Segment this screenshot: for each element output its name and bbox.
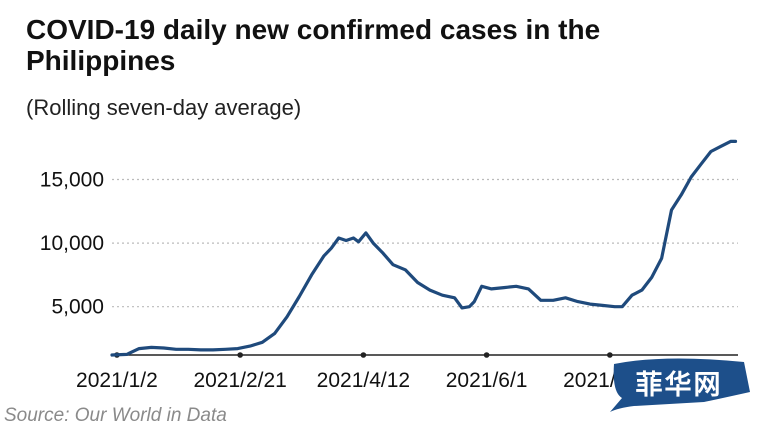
series-line <box>110 139 738 357</box>
y-tick-label: 10,000 <box>40 232 104 255</box>
chart-subtitle: (Rolling seven-day average) <box>26 95 302 120</box>
watermark-text: 菲华网 <box>635 369 723 401</box>
source-note: Source: Our World in Data <box>4 405 227 426</box>
x-tick-label: 2021/6/1 <box>446 369 528 392</box>
x-tick-label: 2021/2/21 <box>193 369 286 392</box>
chart-title: COVID-19 daily new confirmed cases in th… <box>26 14 601 76</box>
x-tick-mark <box>483 352 490 358</box>
x-tick-mark <box>607 352 613 358</box>
y-tick-label: 5,000 <box>51 296 104 319</box>
y-tick-label: 15,000 <box>40 169 104 192</box>
watermark-badge-icon <box>610 358 750 412</box>
x-tick-mark <box>237 352 243 358</box>
x-tick-mark <box>360 352 367 358</box>
watermark-logo: 菲华网 <box>604 352 754 412</box>
x-tick-label: 2021/1/2 <box>76 369 158 392</box>
x-tick-label: 2021/4/12 <box>317 369 410 392</box>
